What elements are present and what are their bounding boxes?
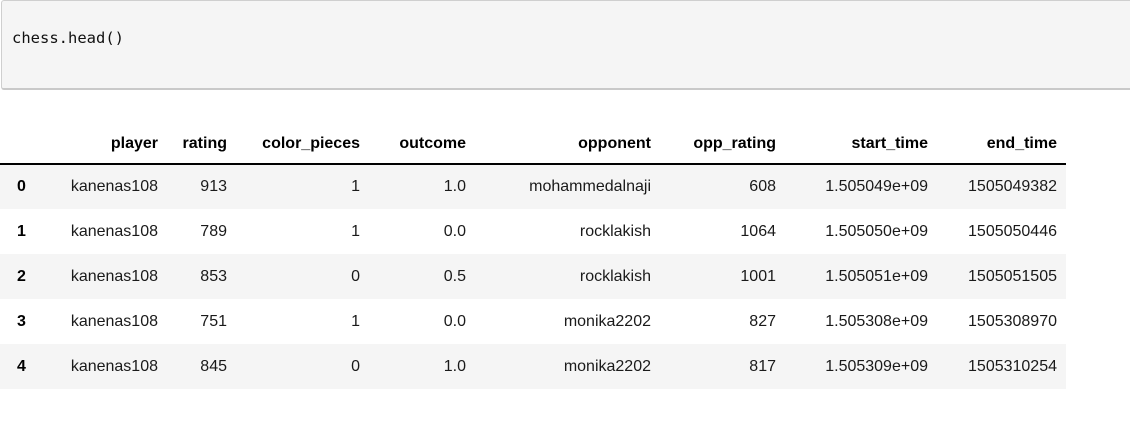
column-header-color-pieces: color_pieces (227, 125, 360, 165)
dataframe-output-table: player rating color_pieces outcome oppon… (0, 125, 1066, 389)
column-header-start-time: start_time (776, 125, 928, 165)
table-cell: 853 (200, 267, 227, 285)
table-cell: 1.505309e+09 (825, 357, 928, 375)
row-index: 1 (17, 222, 26, 240)
table-cell: monika2202 (563, 357, 651, 375)
table-cell: 1505310254 (968, 357, 1057, 375)
column-header-rating: rating (158, 125, 227, 165)
table-cell: 0 (351, 357, 360, 375)
table-cell: kanenas108 (70, 178, 158, 195)
code-cell[interactable]: chess.head() (1, 0, 1130, 90)
table-cell: 1.0 (443, 178, 466, 195)
row-index: 0 (17, 178, 26, 195)
table-cell: 1505308970 (968, 312, 1057, 330)
table-cell: kanenas108 (70, 222, 158, 240)
table-cell: 1.505050e+09 (825, 222, 928, 240)
table-cell: 913 (200, 178, 227, 195)
table-row: 2 kanenas108 853 0 0.5 rocklakish 1001 1.505051… (0, 254, 1066, 299)
table-cell: 1505051505 (968, 267, 1057, 285)
row-index: 4 (17, 357, 26, 375)
index-column-header (0, 125, 30, 165)
table-cell: 845 (200, 357, 227, 375)
header-padding (1057, 125, 1066, 165)
table-cell: kanenas108 (70, 267, 158, 285)
table-cell: 789 (200, 222, 227, 240)
table-cell: 751 (200, 312, 227, 330)
table-cell: monika2202 (563, 312, 651, 330)
row-padding (1057, 164, 1066, 209)
row-index: 2 (17, 267, 26, 285)
table-cell: 1 (351, 178, 360, 195)
row-padding (1057, 344, 1066, 389)
row-padding (1057, 299, 1066, 344)
table-row: 0 kanenas108 913 1 1.0 mohammedalnaji 608 1.505… (0, 164, 1066, 209)
table-cell: 1.505308e+09 (825, 312, 928, 330)
table-row: 4 kanenas108 845 0 1.0 monika2202 817 1.505309e… (0, 344, 1066, 389)
code-source[interactable]: chess.head() (12, 29, 124, 47)
table-cell: 608 (749, 178, 776, 195)
table-cell: 1.505049e+09 (825, 178, 928, 195)
table-cell: 1505050446 (968, 222, 1057, 240)
table-cell: rocklakish (579, 222, 651, 240)
table-cell: kanenas108 (70, 357, 158, 375)
table-cell: mohammedalnaji (529, 178, 651, 195)
table-cell: 0 (351, 267, 360, 285)
table-cell: 1001 (740, 267, 776, 285)
table-cell: kanenas108 (70, 312, 158, 330)
table-cell: 1 (351, 312, 360, 330)
row-padding (1057, 254, 1066, 299)
column-header-player: player (30, 125, 158, 165)
column-header-opp-rating: opp_rating (651, 125, 776, 165)
table-cell: 827 (749, 312, 776, 330)
row-index: 3 (17, 312, 26, 330)
row-padding (1057, 209, 1066, 254)
column-header-end-time: end_time (928, 125, 1057, 165)
table-cell: 1064 (740, 222, 776, 240)
table-cell: 1.0 (443, 357, 466, 375)
table-cell: 1 (351, 222, 360, 240)
table-row: 1 kanenas108 789 1 0.0 rocklakish 1064 1.505050… (0, 209, 1066, 254)
table-cell: rocklakish (579, 267, 651, 285)
table-cell: 0.0 (443, 312, 466, 330)
table-cell: 817 (749, 357, 776, 375)
header-row: player rating color_pieces outcome oppon… (0, 125, 1066, 165)
table-cell: 1.505051e+09 (825, 267, 928, 285)
output-area: player rating color_pieces outcome oppon… (0, 125, 1066, 389)
table-cell: 1505049382 (968, 178, 1057, 195)
table-row: 3 kanenas108 751 1 0.0 monika2202 827 1.505308e… (0, 299, 1066, 344)
table-cell: 0.5 (443, 267, 466, 285)
column-header-outcome: outcome (360, 125, 466, 165)
column-header-opponent: opponent (466, 125, 651, 165)
table-cell: 0.0 (443, 222, 466, 240)
